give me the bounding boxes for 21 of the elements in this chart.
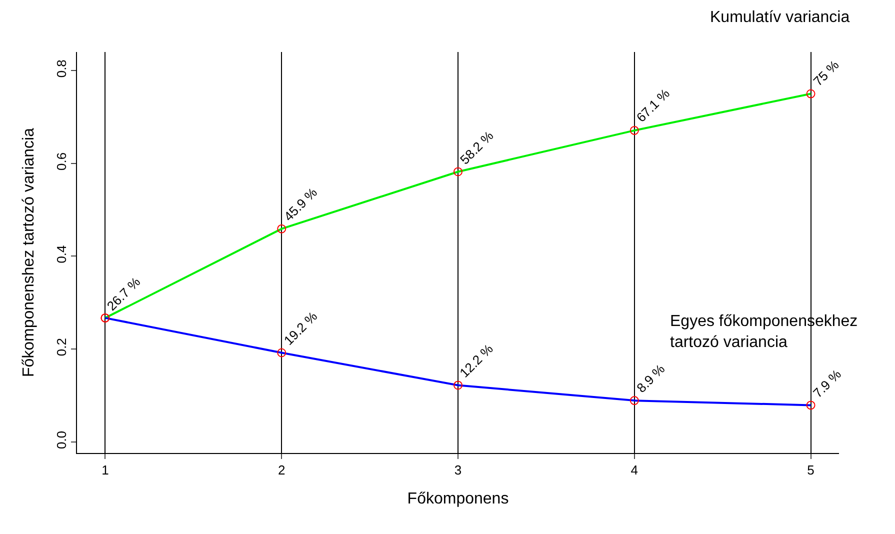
y-tick-label: 0.6 <box>54 152 69 170</box>
y-tick-label: 0.4 <box>54 245 69 264</box>
x-tick-label: 5 <box>807 462 814 478</box>
data-label: 45.9 % <box>280 184 320 224</box>
x-tick-label: 2 <box>278 462 286 478</box>
data-label: 19.2 % <box>280 308 320 348</box>
y-axis-title: Főkomponenshez tartozó variancia <box>20 128 38 378</box>
x-tick-label: 1 <box>102 462 109 478</box>
data-label: 75 % <box>810 57 842 89</box>
data-label: 7.9 % <box>810 366 844 401</box>
data-label: 8.9 % <box>634 361 668 396</box>
x-axis-title: Főkomponens <box>407 490 509 508</box>
y-tick-label: 0.2 <box>54 338 69 356</box>
x-tick-label: 4 <box>630 462 638 478</box>
y-tick-label: 0.0 <box>54 430 69 449</box>
text: Kumulatív variancia <box>710 9 850 26</box>
data-label: 67.1 % <box>633 86 673 126</box>
data-label: 58.2 % <box>457 128 497 168</box>
y-tick-label: 0.8 <box>54 60 69 78</box>
data-label: 12.2 % <box>456 340 496 380</box>
x-tick-label: 3 <box>454 462 462 478</box>
